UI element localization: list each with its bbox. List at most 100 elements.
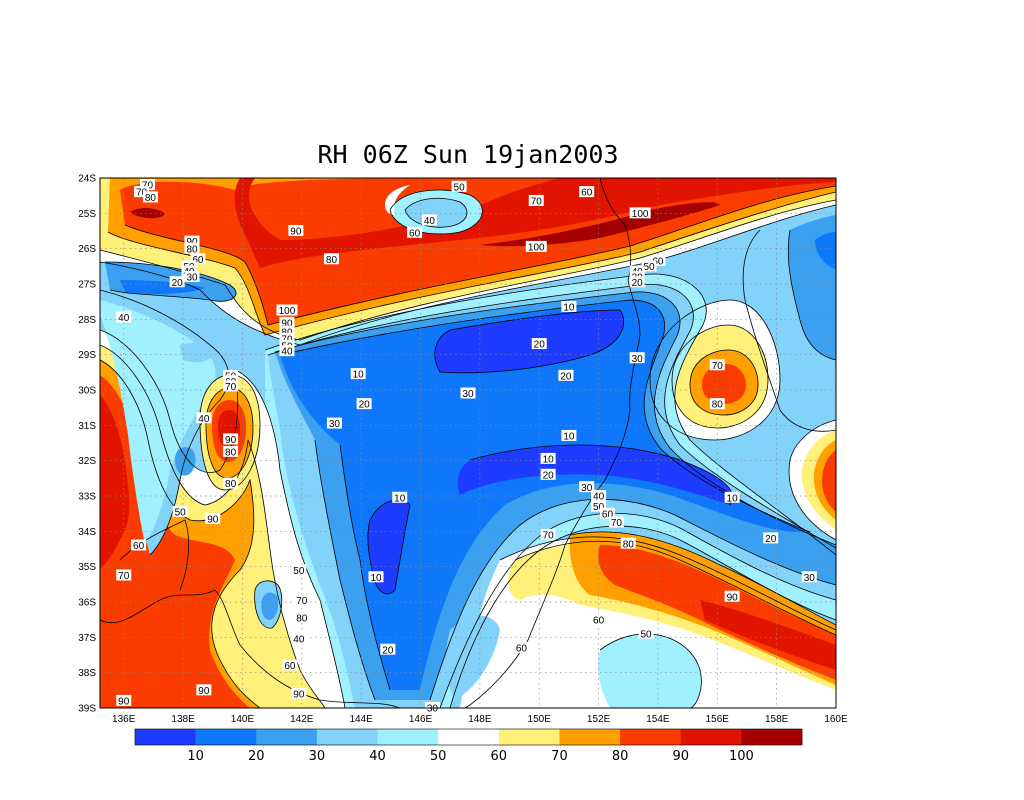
contour-label-text: 90: [225, 435, 237, 446]
contour-fill-10c: [367, 500, 410, 594]
contour-label-bg: [184, 235, 200, 247]
contour-label-text: 20: [765, 534, 777, 545]
contour-label-bg: [709, 398, 725, 410]
y-tick-label: 32S: [78, 456, 96, 467]
contour-label-bg: [279, 345, 295, 357]
contour-label-bg: [608, 516, 624, 528]
contour-line: [339, 444, 391, 691]
contour-label-bg: [223, 477, 239, 489]
contour-label-text: 50: [454, 182, 466, 193]
contour-label-bg: [591, 613, 607, 625]
y-tick-label: 36S: [78, 598, 96, 609]
contour-label: 60: [131, 539, 147, 552]
contour-label-text: 80: [712, 400, 724, 411]
y-tick-label: 31S: [78, 421, 96, 432]
colorbar-swatch: [498, 729, 560, 745]
y-tick-label: 38S: [78, 668, 96, 679]
contour-label: 70: [540, 528, 556, 541]
contour-label-text: 80: [623, 539, 635, 550]
contour-label-bg: [638, 627, 654, 639]
contour-label-text: 80: [225, 479, 237, 490]
x-tick-label: 148E: [468, 714, 492, 725]
contour-label: 90: [116, 694, 132, 708]
contour-labels: 7070809080605040302040908010090807050405…: [116, 179, 817, 715]
contour-label-text: 60: [516, 644, 528, 655]
x-axis-ticks: 136E 138E 140E 142E 144E 146E 148E 150E 152E 154E…: [112, 714, 848, 725]
contour-fill-se-50: [598, 633, 702, 708]
contour-label-bg: [540, 528, 556, 540]
contour-label-bg: [558, 369, 574, 381]
contour-label-text: 40: [424, 216, 436, 227]
contour-label-text: 70: [296, 596, 308, 607]
contour-label: 90: [724, 590, 740, 603]
contour-label-bg: [599, 507, 615, 519]
colorbar-label: 50: [430, 749, 447, 764]
contour-label: 80: [223, 445, 239, 458]
contour-label-bg: [513, 641, 529, 653]
contour-label: 60: [591, 613, 607, 626]
contour-line: [264, 273, 836, 556]
contour-label: 60: [190, 253, 206, 266]
contour-label: 70: [116, 569, 132, 582]
contour-label-text: 10: [394, 493, 406, 504]
contour-label: 50: [291, 564, 307, 577]
contour-label: 30: [801, 571, 817, 584]
contour-label: 70: [134, 186, 150, 199]
colorbar-swatch: [438, 729, 500, 745]
contour-label-bg: [172, 505, 188, 517]
contour-label: 20: [531, 338, 547, 351]
contour-label-bg: [223, 445, 239, 457]
contour-label-bg: [139, 179, 155, 191]
colorbar-swatch: [620, 729, 682, 745]
contour-line: [199, 374, 261, 491]
contour-label-text: 50: [293, 566, 305, 577]
contour-fill-ecoast-90: [822, 450, 836, 512]
contour-label-bg: [142, 191, 158, 203]
x-tick-label: 150E: [528, 714, 552, 725]
contour-label-bg: [724, 491, 740, 503]
contour-label-text: 40: [593, 492, 605, 503]
contour-label-bg: [531, 338, 547, 350]
contour-label-bg: [540, 452, 556, 464]
contour-line: [689, 349, 759, 416]
contour-label: 10: [350, 368, 366, 381]
contour-label: 10: [540, 452, 556, 466]
contour-label-bg: [368, 571, 384, 583]
y-tick-label: 35S: [78, 562, 96, 573]
contour-fill-west-100: [100, 395, 130, 570]
colorbar-swatch: [135, 729, 196, 745]
contour-label-text: 80: [145, 193, 157, 204]
contour-label-text: 100: [279, 306, 296, 317]
colorbar-label: 80: [612, 749, 629, 764]
contour-label-bg: [116, 311, 132, 323]
contour-label: 70: [294, 594, 310, 607]
contour-label: 30: [629, 352, 645, 365]
contour-line: [124, 185, 836, 326]
x-tick-label: 160E: [824, 714, 848, 725]
contour-label-bg: [131, 539, 147, 551]
contour-label: 20: [629, 276, 645, 289]
contour-fill-patch-a: [175, 447, 196, 476]
contour-label-text: 20: [632, 278, 644, 289]
contour-line: [107, 191, 836, 336]
contour-label-bg: [460, 387, 476, 399]
contour-label-bg: [451, 180, 467, 192]
colorbar-label: 30: [309, 749, 326, 764]
contour-label: 100: [629, 207, 651, 220]
contour-line: [104, 261, 237, 302]
y-tick-label: 34S: [78, 527, 96, 538]
contour-label-text: 30: [427, 704, 439, 715]
contour-label: 30: [184, 270, 200, 284]
contour-label-text: 10: [563, 432, 575, 443]
rh-field: [100, 178, 836, 708]
contour-label-text: 10: [727, 493, 739, 504]
contour-label-bg: [223, 433, 239, 445]
contour-label: 80: [294, 611, 310, 625]
contour-line: [671, 324, 769, 429]
contour-label-text: 90: [207, 515, 219, 526]
contour-label: 20: [540, 468, 556, 481]
contour-label-text: 30: [632, 354, 644, 365]
y-tick-label: 37S: [78, 633, 96, 644]
x-tick-label: 138E: [171, 714, 195, 725]
contour-label: 80: [709, 398, 725, 411]
